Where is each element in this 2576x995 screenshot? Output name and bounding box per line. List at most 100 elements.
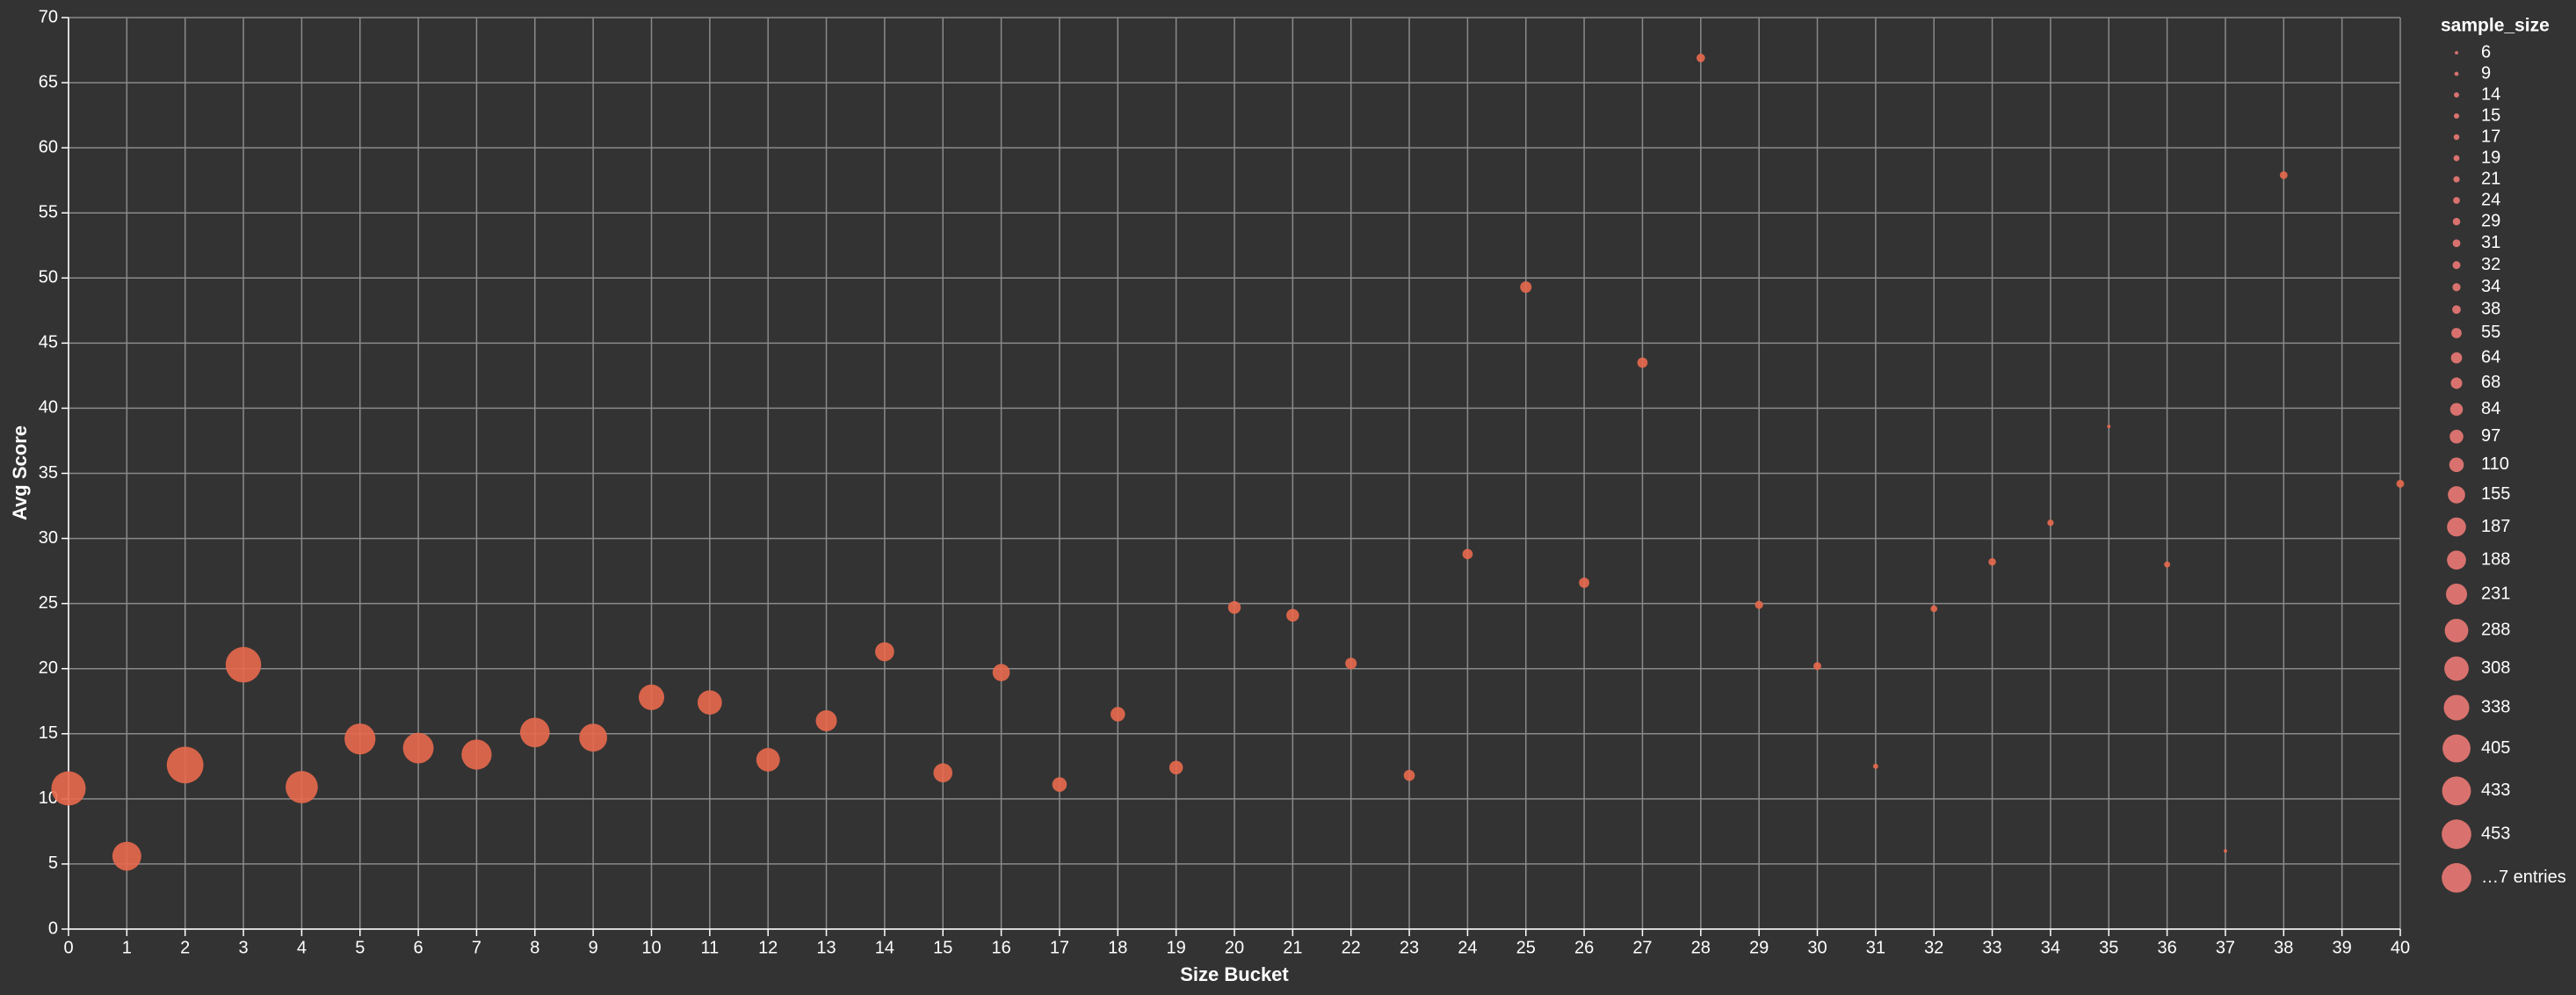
legend-symbol bbox=[2453, 176, 2460, 183]
y-tick-label: 70 bbox=[39, 7, 58, 26]
bubble bbox=[461, 739, 492, 770]
y-tick-label: 30 bbox=[39, 528, 58, 548]
x-tick-label: 31 bbox=[1866, 938, 1885, 957]
legend-label: 15 bbox=[2481, 105, 2500, 125]
bubble bbox=[1696, 54, 1705, 62]
bubble bbox=[225, 647, 262, 683]
legend-symbol bbox=[2454, 92, 2459, 98]
y-tick-label: 50 bbox=[39, 268, 58, 287]
bubble bbox=[1345, 657, 1357, 670]
bubble bbox=[1111, 707, 1125, 722]
legend-more: …7 entries bbox=[2481, 868, 2566, 887]
y-tick-label: 45 bbox=[39, 333, 58, 352]
legend-symbol bbox=[2444, 619, 2469, 643]
legend-label: 231 bbox=[2481, 584, 2510, 603]
bubble bbox=[2107, 425, 2111, 429]
y-axis-title: Avg Score bbox=[9, 425, 31, 520]
x-tick-label: 30 bbox=[1807, 938, 1827, 957]
legend-label: 64 bbox=[2481, 347, 2500, 367]
x-tick-label: 5 bbox=[355, 938, 365, 957]
legend-symbol bbox=[2449, 429, 2464, 444]
bubble bbox=[2224, 849, 2227, 853]
legend-label: 433 bbox=[2481, 781, 2510, 800]
x-tick-label: 37 bbox=[2216, 938, 2235, 957]
legend-symbol bbox=[2442, 862, 2471, 893]
x-tick-label: 11 bbox=[700, 938, 719, 957]
x-tick-label: 9 bbox=[589, 938, 598, 957]
legend-label: 14 bbox=[2481, 84, 2500, 104]
legend-label: 97 bbox=[2481, 426, 2500, 446]
legend-label: 38 bbox=[2481, 299, 2500, 318]
x-tick-label: 13 bbox=[816, 938, 836, 957]
legend-label: 31 bbox=[2481, 233, 2500, 252]
x-tick-label: 19 bbox=[1167, 938, 1186, 957]
legend-symbol bbox=[2452, 217, 2461, 226]
legend-symbol bbox=[2454, 71, 2459, 76]
legend-label: 453 bbox=[2481, 824, 2510, 843]
bubble bbox=[756, 748, 780, 772]
x-tick-label: 17 bbox=[1050, 938, 1069, 957]
x-tick-label: 6 bbox=[414, 938, 423, 957]
x-tick-label: 29 bbox=[1749, 938, 1769, 957]
legend-symbol bbox=[2452, 305, 2461, 315]
bubble bbox=[1813, 662, 1821, 671]
x-tick-label: 14 bbox=[875, 938, 894, 957]
legend-symbol bbox=[2443, 694, 2470, 721]
legend-symbol bbox=[2447, 550, 2466, 570]
legend-symbol bbox=[2455, 51, 2458, 54]
y-tick-label: 20 bbox=[39, 658, 58, 678]
legend-label: 9 bbox=[2481, 63, 2491, 83]
legend-label: 68 bbox=[2481, 373, 2500, 392]
y-tick-label: 65 bbox=[39, 72, 58, 91]
legend-label: 29 bbox=[2481, 211, 2500, 230]
x-tick-label: 27 bbox=[1632, 938, 1652, 957]
bubble bbox=[2279, 171, 2288, 179]
legend-label: 188 bbox=[2481, 549, 2510, 569]
x-tick-label: 25 bbox=[1516, 938, 1536, 957]
bubble bbox=[344, 723, 376, 755]
x-tick-label: 18 bbox=[1108, 938, 1127, 957]
legend-label: 84 bbox=[2481, 399, 2500, 418]
legend-label: 24 bbox=[2481, 190, 2500, 209]
x-tick-label: 23 bbox=[1400, 938, 1419, 957]
legend-label: 187 bbox=[2481, 517, 2510, 536]
x-tick-label: 28 bbox=[1691, 938, 1711, 957]
x-axis-title: Size Bucket bbox=[1180, 963, 1289, 985]
bubble bbox=[1286, 608, 1299, 622]
bubble bbox=[402, 732, 434, 764]
bubble bbox=[1988, 557, 1996, 566]
y-tick-label: 15 bbox=[39, 723, 58, 743]
bubble bbox=[166, 746, 204, 784]
legend-symbol bbox=[2453, 197, 2460, 204]
x-tick-label: 12 bbox=[758, 938, 778, 957]
y-tick-label: 60 bbox=[39, 137, 58, 156]
x-tick-label: 36 bbox=[2157, 938, 2176, 957]
bubble bbox=[875, 642, 894, 662]
bubble bbox=[1227, 600, 1241, 614]
y-tick-label: 25 bbox=[39, 593, 58, 613]
x-tick-label: 7 bbox=[472, 938, 481, 957]
legend-symbol bbox=[2452, 239, 2461, 248]
bubble bbox=[51, 771, 86, 806]
legend-label: 32 bbox=[2481, 255, 2500, 274]
bubble bbox=[815, 709, 837, 731]
bubble bbox=[519, 717, 550, 748]
bubble bbox=[1637, 357, 1648, 368]
x-tick-label: 2 bbox=[180, 938, 190, 957]
y-tick-label: 35 bbox=[39, 463, 58, 483]
legend-label: 6 bbox=[2481, 42, 2491, 62]
legend-symbol bbox=[2453, 134, 2460, 141]
legend-symbol bbox=[2449, 403, 2464, 416]
x-tick-label: 22 bbox=[1342, 938, 1361, 957]
bubble bbox=[2047, 519, 2054, 527]
x-tick-label: 1 bbox=[122, 938, 132, 957]
bubble bbox=[579, 723, 608, 752]
legend-symbol bbox=[2442, 819, 2471, 849]
legend-symbol bbox=[2444, 656, 2469, 681]
bubble bbox=[1403, 769, 1415, 781]
x-tick-label: 34 bbox=[2041, 938, 2060, 957]
x-tick-label: 24 bbox=[1458, 938, 1477, 957]
y-tick-label: 5 bbox=[48, 853, 58, 873]
x-tick-label: 16 bbox=[991, 938, 1010, 957]
